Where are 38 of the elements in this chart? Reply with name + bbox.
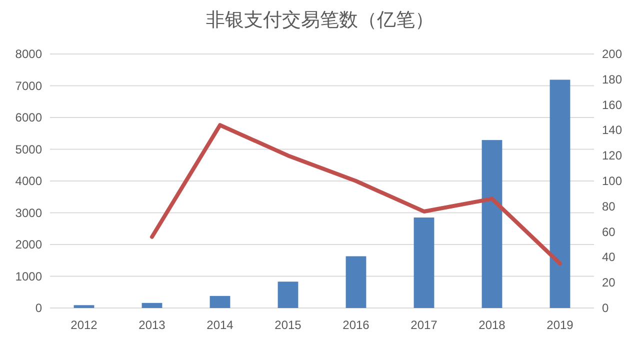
y2-tick-label: 140 xyxy=(602,123,622,138)
y2-tick-label: 60 xyxy=(602,224,616,239)
y-tick-label: 2000 xyxy=(15,238,42,252)
y2-tick-label: 160 xyxy=(602,98,622,112)
y2-tick-label: 0 xyxy=(602,301,609,315)
x-tick-label: 2012 xyxy=(70,318,98,332)
bar xyxy=(210,296,230,308)
y-tick-label: 0 xyxy=(35,301,42,315)
x-tick-label: 2014 xyxy=(206,318,234,332)
y-tick-label: 1000 xyxy=(15,269,42,284)
bar xyxy=(482,140,502,308)
bar xyxy=(414,218,434,308)
bar xyxy=(74,305,94,308)
x-tick-label: 2016 xyxy=(342,318,370,332)
x-tick-label: 2019 xyxy=(546,318,574,332)
x-tick-label: 2018 xyxy=(478,318,506,332)
bar xyxy=(550,80,570,308)
bar xyxy=(346,256,366,308)
y2-tick-label: 120 xyxy=(602,148,622,163)
chart-title: 非银支付交易笔数（亿笔） xyxy=(206,9,434,31)
line-series xyxy=(150,123,562,266)
y2-tick-label: 80 xyxy=(602,199,616,214)
x-tick-label: 2013 xyxy=(138,318,166,332)
bar xyxy=(278,282,298,308)
y-tick-label: 5000 xyxy=(15,142,42,156)
y-tick-label: 7000 xyxy=(15,78,42,93)
x-tick-label: 2017 xyxy=(410,318,438,332)
y2-tick-label: 200 xyxy=(602,47,622,61)
y2-tick-label: 40 xyxy=(602,250,616,264)
y2-tick-label: 180 xyxy=(602,72,622,86)
y-tick-label: 6000 xyxy=(15,110,42,124)
y-tick-label: 3000 xyxy=(15,206,42,220)
x-tick-label: 2015 xyxy=(274,318,302,332)
y-tick-label: 4000 xyxy=(15,174,42,188)
y2-tick-label: 100 xyxy=(602,174,622,188)
y2-tick-label: 20 xyxy=(602,276,616,290)
y-tick-label: 8000 xyxy=(15,47,42,61)
bar xyxy=(142,302,162,308)
